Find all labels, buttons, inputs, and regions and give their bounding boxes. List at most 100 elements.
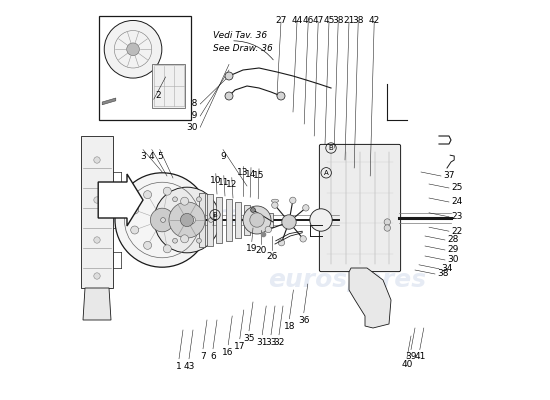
Text: 1: 1 <box>176 362 182 371</box>
Text: 5: 5 <box>157 152 163 161</box>
Circle shape <box>278 240 285 246</box>
Circle shape <box>94 157 100 163</box>
Bar <box>216 197 222 243</box>
Circle shape <box>94 197 100 203</box>
Circle shape <box>115 173 210 267</box>
Bar <box>152 64 185 108</box>
Circle shape <box>302 205 309 211</box>
Circle shape <box>150 208 174 232</box>
Bar <box>207 194 213 246</box>
Text: 8: 8 <box>210 228 216 237</box>
Bar <box>235 202 241 238</box>
Text: 38: 38 <box>332 16 344 25</box>
Text: eurospares: eurospares <box>100 204 258 228</box>
Circle shape <box>104 20 162 78</box>
Circle shape <box>243 206 271 234</box>
Circle shape <box>310 209 332 231</box>
Text: 27: 27 <box>276 16 287 25</box>
Text: 24: 24 <box>451 198 462 206</box>
Text: B: B <box>213 212 217 218</box>
Bar <box>260 211 265 229</box>
Bar <box>99 16 191 120</box>
Circle shape <box>208 218 213 222</box>
Polygon shape <box>81 136 113 288</box>
Text: 17: 17 <box>234 342 245 351</box>
Circle shape <box>173 197 178 202</box>
Text: 46: 46 <box>302 16 314 25</box>
Circle shape <box>180 235 189 243</box>
Text: 45: 45 <box>323 16 335 25</box>
Text: 39: 39 <box>405 352 417 361</box>
Text: See Draw. 36: See Draw. 36 <box>213 44 273 53</box>
Text: 29: 29 <box>187 112 198 120</box>
Circle shape <box>163 187 171 195</box>
Circle shape <box>196 238 201 243</box>
Circle shape <box>94 273 100 279</box>
Text: 30: 30 <box>447 256 459 264</box>
Text: 31: 31 <box>256 338 268 347</box>
Circle shape <box>265 226 272 233</box>
Text: 33: 33 <box>265 338 277 347</box>
Text: 42: 42 <box>368 16 380 25</box>
Text: 18: 18 <box>284 322 295 331</box>
Circle shape <box>196 197 201 202</box>
Circle shape <box>300 236 306 242</box>
Text: 13: 13 <box>237 168 249 177</box>
Text: 16: 16 <box>222 348 234 357</box>
Text: 47: 47 <box>312 16 324 25</box>
Text: B: B <box>329 145 333 151</box>
Circle shape <box>154 187 220 253</box>
Circle shape <box>144 191 152 199</box>
Text: 14: 14 <box>245 170 257 179</box>
Text: 40: 40 <box>402 360 412 369</box>
Text: A: A <box>324 170 328 176</box>
Circle shape <box>282 215 296 229</box>
Circle shape <box>163 245 171 253</box>
Text: 43: 43 <box>183 362 195 371</box>
Circle shape <box>131 226 139 234</box>
Circle shape <box>225 92 233 100</box>
Circle shape <box>384 225 390 231</box>
Circle shape <box>272 202 278 208</box>
Polygon shape <box>98 174 143 226</box>
Circle shape <box>169 202 205 238</box>
Text: 6: 6 <box>210 352 216 361</box>
Bar <box>244 205 250 235</box>
Text: 9: 9 <box>220 152 226 161</box>
Circle shape <box>180 197 189 205</box>
Text: Vedi Tav. 36: Vedi Tav. 36 <box>213 32 267 40</box>
Circle shape <box>290 197 296 204</box>
Text: 44: 44 <box>292 16 302 25</box>
Text: 11: 11 <box>218 178 229 187</box>
Circle shape <box>144 241 152 249</box>
Text: 36: 36 <box>298 316 310 325</box>
Circle shape <box>161 218 166 222</box>
Text: 28: 28 <box>447 236 458 244</box>
Text: 7: 7 <box>200 352 206 361</box>
Circle shape <box>173 238 178 243</box>
Text: 23: 23 <box>451 212 463 221</box>
Polygon shape <box>349 268 391 328</box>
Text: 3: 3 <box>140 152 146 161</box>
Circle shape <box>131 206 139 214</box>
Text: 37: 37 <box>443 172 454 180</box>
Text: 2: 2 <box>155 92 161 100</box>
Text: 28: 28 <box>187 100 198 108</box>
Text: 25: 25 <box>451 184 463 192</box>
Circle shape <box>225 72 233 80</box>
Circle shape <box>277 92 285 100</box>
Bar <box>200 193 205 247</box>
Bar <box>267 213 273 227</box>
Ellipse shape <box>271 199 279 202</box>
Text: 10: 10 <box>210 176 222 185</box>
Text: 35: 35 <box>243 334 255 343</box>
Text: 20: 20 <box>255 246 267 255</box>
Text: 12: 12 <box>226 180 238 189</box>
Text: 4: 4 <box>149 152 155 161</box>
Text: 26: 26 <box>266 252 278 261</box>
Circle shape <box>250 213 264 227</box>
Circle shape <box>180 214 194 226</box>
Text: 41: 41 <box>414 352 426 361</box>
Text: 38: 38 <box>353 16 364 25</box>
Text: 22: 22 <box>451 227 462 236</box>
